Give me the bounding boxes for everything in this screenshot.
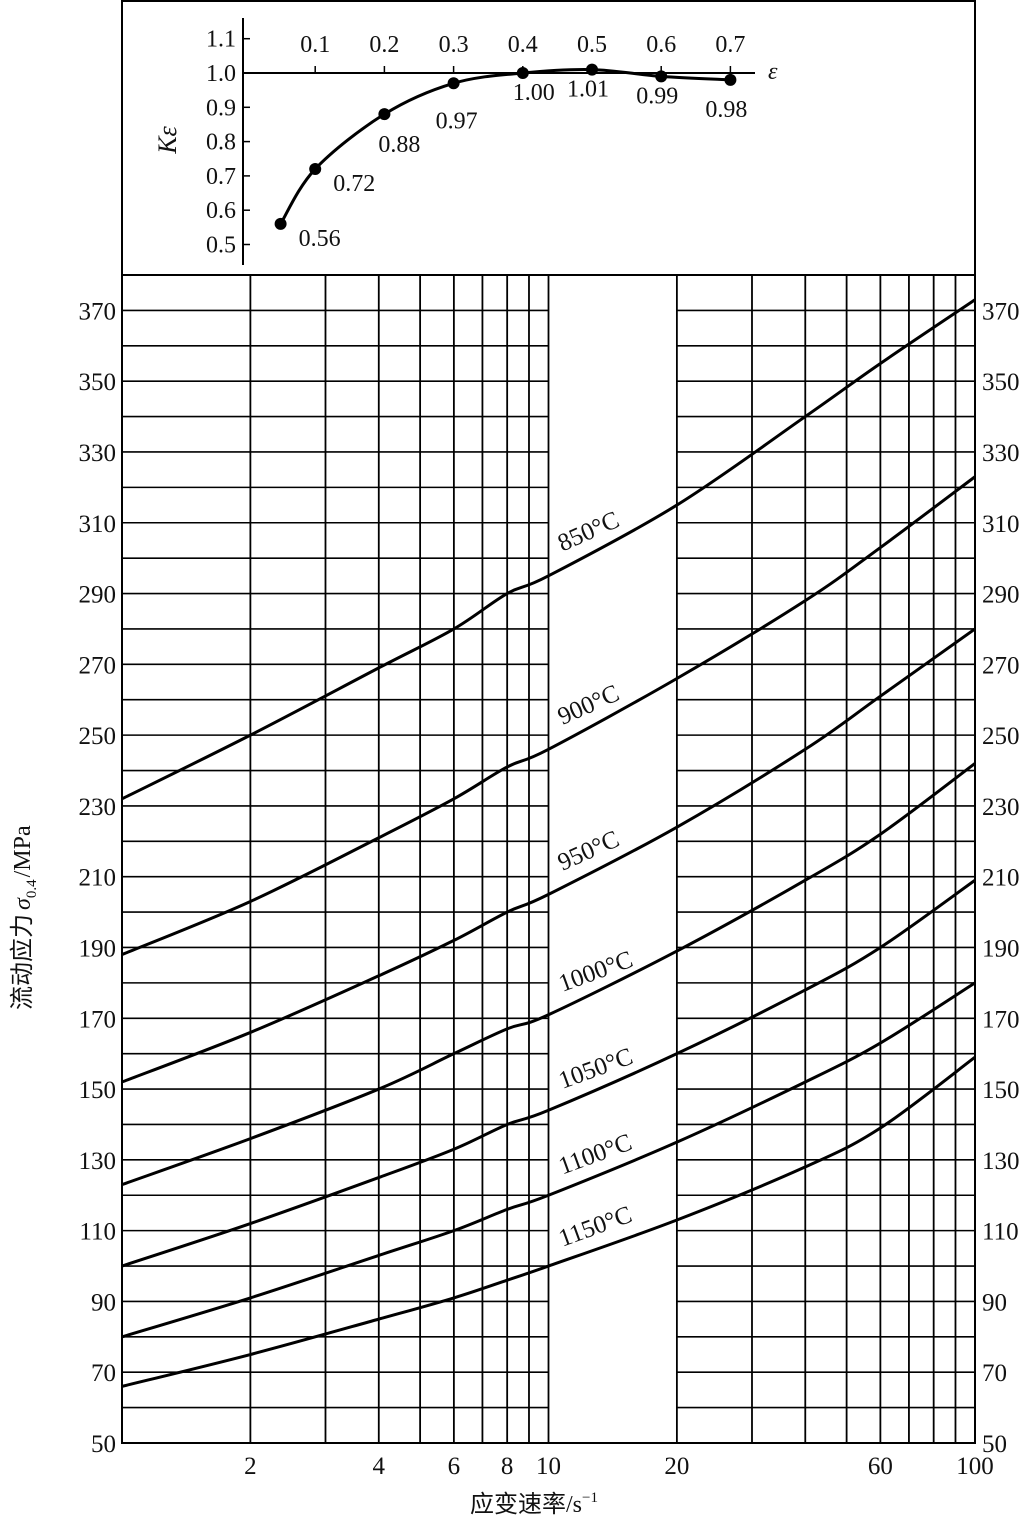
series-label: 900°C — [554, 680, 624, 731]
epsilon-tick-label: 0.6 — [646, 32, 676, 58]
series-label: 1150°C — [555, 1201, 635, 1252]
epsilon-tick-label: 0.5 — [577, 32, 607, 58]
y-tick-label-left: 50 — [91, 1431, 116, 1458]
y-tick-label-left: 150 — [79, 1077, 117, 1104]
x-tick-label: 6 — [448, 1453, 461, 1480]
k-epsilon-point — [447, 77, 460, 90]
y-tick-label-left: 70 — [91, 1360, 116, 1387]
epsilon-tick-label: 0.1 — [300, 32, 330, 58]
y-tick-label-left: 310 — [79, 511, 117, 538]
y-tick-label-right: 270 — [982, 652, 1020, 679]
y-tick-label-left: 90 — [91, 1289, 116, 1316]
k-epsilon-point — [724, 73, 737, 86]
x-tick-label: 8 — [501, 1453, 514, 1480]
k-epsilon-point — [516, 67, 529, 79]
y-tick-label-right: 250 — [982, 723, 1020, 750]
k-epsilon-curve — [279, 67, 731, 225]
point-label: 0.72 — [333, 171, 375, 197]
curve-1050c — [121, 879, 976, 1268]
series-label: 950°C — [554, 826, 624, 877]
y-tick-label-right: 150 — [982, 1077, 1020, 1104]
y-tick-label-right: 110 — [982, 1219, 1019, 1246]
y-tick-label-left: 350 — [79, 369, 117, 396]
y-tick-label-right: 350 — [982, 369, 1020, 396]
epsilon-axis-label: ε — [768, 59, 778, 85]
k-axis-label: Kε — [153, 125, 182, 154]
y-tick-label-right: 330 — [982, 440, 1020, 467]
curve-1150c — [121, 1056, 976, 1388]
y-tick-label-right: 210 — [982, 865, 1020, 892]
y-tick-label-left: 190 — [79, 935, 117, 962]
point-label: 0.99 — [636, 83, 678, 109]
k-epsilon-point — [309, 163, 322, 176]
y-tick-label-right: 50 — [982, 1431, 1007, 1458]
y-tick-label-left: 170 — [79, 1006, 117, 1033]
x-tick-label: 4 — [373, 1453, 386, 1480]
curve-1100c — [121, 981, 976, 1339]
y-tick-label-right: 310 — [982, 511, 1020, 538]
point-label: 0.98 — [705, 97, 747, 123]
k-tick-label: 0.8 — [206, 130, 236, 156]
series-label: 1000°C — [555, 946, 636, 998]
y-tick-label-left: 250 — [79, 723, 117, 750]
inset-frame — [121, 0, 976, 276]
y-tick-label-right: 70 — [982, 1360, 1007, 1387]
curve-900c — [121, 475, 976, 956]
point-label: 1.01 — [567, 77, 609, 103]
k-tick-label: 0.7 — [206, 164, 236, 190]
curve-950c — [121, 627, 976, 1084]
point-label: 0.56 — [299, 226, 341, 252]
y-tick-label-left: 230 — [79, 794, 117, 821]
y-tick-label-right: 190 — [982, 935, 1020, 962]
curve-850c — [121, 298, 976, 801]
k-tick-label: 1.0 — [206, 61, 236, 87]
k-tick-label: 1.1 — [206, 27, 236, 53]
series-label: 850°C — [554, 506, 624, 557]
k-epsilon-point — [378, 108, 391, 121]
k-tick-label: 0.6 — [206, 198, 236, 224]
y-tick-label-right: 290 — [982, 582, 1020, 609]
y-tick-label-right: 370 — [982, 298, 1020, 325]
k-epsilon-inset: 0.5 0.6 0.7 0.8 0.9 1.0 1.1 0.1 0.2 0.3 0.4 0.5 0.6 0… — [121, 0, 976, 276]
y-tick-label-left: 290 — [79, 582, 117, 609]
y-tick-label-left: 270 — [79, 652, 117, 679]
epsilon-tick-label: 0.4 — [508, 32, 538, 58]
k-tick-label: 0.5 — [206, 233, 236, 259]
y-tick-label-left: 110 — [79, 1219, 116, 1246]
y-tick-label-right: 230 — [982, 794, 1020, 821]
k-epsilon-point — [274, 217, 287, 230]
plot-frame — [121, 274, 976, 1444]
x-tick-label: 100 — [956, 1453, 994, 1480]
flow-stress-chart: 50 50 70 70 90 90 110 110 130 130 150 150 170 170 190 1… — [79, 274, 1020, 1480]
epsilon-tick-label: 0.3 — [439, 32, 469, 58]
point-label: 0.88 — [378, 132, 420, 158]
y-tick-label-left: 210 — [79, 865, 117, 892]
y-tick-label-right: 130 — [982, 1148, 1020, 1175]
epsilon-tick-label: 0.2 — [369, 32, 399, 58]
point-label: 0.97 — [436, 108, 478, 134]
y-axis-label: 流动应力σ0.4/MPa — [9, 825, 40, 1010]
x-tick-label: 10 — [536, 1453, 561, 1480]
curve-1000c — [121, 762, 976, 1187]
k-epsilon-point — [655, 70, 668, 83]
x-axis-label: 应变速率/s−1 — [470, 1490, 598, 1518]
epsilon-tick-label: 0.7 — [715, 32, 745, 58]
k-tick-label: 0.9 — [206, 95, 236, 121]
y-tick-label-left: 370 — [79, 298, 117, 325]
y-tick-label-right: 90 — [982, 1289, 1007, 1316]
y-tick-label-left: 330 — [79, 440, 117, 467]
point-label: 1.00 — [513, 80, 555, 106]
y-tick-label-left: 130 — [79, 1148, 117, 1175]
y-tick-label-right: 170 — [982, 1006, 1020, 1033]
k-epsilon-point — [586, 63, 598, 76]
x-tick-label: 2 — [244, 1453, 257, 1480]
series-label: 1050°C — [555, 1043, 636, 1095]
series-label: 1100°C — [555, 1129, 635, 1180]
x-tick-label: 20 — [664, 1453, 689, 1480]
x-tick-label: 60 — [868, 1453, 893, 1480]
